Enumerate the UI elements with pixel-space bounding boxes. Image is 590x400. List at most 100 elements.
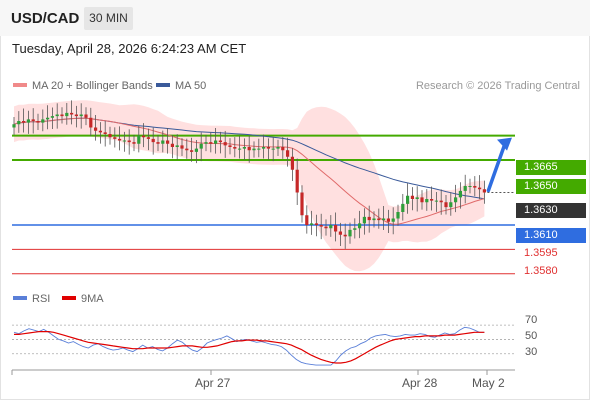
candle-body (482, 189, 486, 193)
candle (209, 132, 213, 153)
candle (262, 134, 266, 159)
legend-item-ma50: MA 50 (156, 80, 206, 92)
candle (478, 175, 482, 200)
candle (353, 218, 357, 239)
candle (180, 138, 184, 156)
candle (55, 103, 59, 129)
candle-body (238, 148, 242, 150)
candle (372, 211, 376, 228)
candle (161, 130, 165, 153)
candle (228, 138, 232, 155)
candle (286, 137, 290, 167)
candle (185, 138, 189, 159)
candle-body (401, 203, 405, 212)
candle-body (142, 135, 146, 138)
rsi-ma-legend-swatch (62, 296, 76, 301)
candle (17, 111, 21, 133)
candle (46, 105, 50, 130)
level-label-pivot: 1.3610 (516, 228, 586, 243)
candle-body (463, 186, 467, 191)
candle (266, 138, 270, 160)
candle (290, 148, 294, 181)
candle (334, 212, 338, 242)
x-label-apr28: Apr 28 (402, 376, 438, 390)
candle (362, 208, 366, 235)
candle-body (146, 137, 150, 139)
candle-body (252, 148, 256, 151)
candle-body (396, 212, 400, 219)
candle-body (103, 132, 107, 134)
candle (36, 113, 40, 130)
candle-body (132, 142, 136, 144)
candle (108, 126, 112, 145)
candle-body (348, 229, 352, 237)
candle-body (266, 147, 270, 149)
candle-body (65, 112, 69, 117)
rsi-legend-label: RSI (32, 293, 51, 305)
candle-body (41, 119, 45, 123)
candle (257, 138, 261, 158)
candle (382, 205, 386, 231)
candle (434, 192, 438, 212)
candle-body (334, 225, 338, 232)
candle-body (118, 138, 122, 141)
candle-body (367, 216, 371, 221)
candle (142, 123, 146, 148)
candle-body (391, 218, 395, 222)
candle-body (55, 114, 59, 117)
candle (247, 135, 251, 163)
candle-body (478, 187, 482, 190)
candle (132, 134, 136, 152)
candle-body (262, 147, 266, 149)
timeframe-badge[interactable]: 30 MIN (84, 7, 133, 30)
candle (103, 121, 107, 147)
candle (295, 158, 299, 206)
candle-body (74, 114, 78, 117)
candle (482, 180, 486, 204)
candle (468, 178, 472, 194)
candle (156, 134, 160, 152)
legend-item-ma20: MA 20 + Bollinger Bands (13, 80, 153, 92)
candle (406, 183, 410, 214)
candle (218, 131, 222, 154)
candle-body (151, 138, 155, 143)
candle-body (60, 114, 64, 117)
candle (300, 185, 304, 223)
candle-body (329, 225, 333, 229)
candle-body (180, 145, 184, 149)
candle-body (324, 226, 328, 229)
candle (348, 222, 352, 244)
candle (252, 141, 256, 158)
candle-body (444, 202, 448, 208)
candle (439, 189, 443, 215)
candle (223, 130, 227, 158)
candle (463, 174, 467, 204)
copyright-text: Research © 2026 Trading Central (415, 80, 580, 92)
level-label-current: 1.3630 (516, 203, 586, 218)
rsi-tick-50: 50 (525, 330, 538, 342)
candle-body (281, 147, 285, 151)
time-axis-layer (11, 369, 515, 375)
candle (343, 223, 347, 249)
candle-body (185, 148, 189, 151)
candle (425, 189, 429, 211)
candle (50, 107, 54, 129)
chart-header: USD/CAD 30 MIN (0, 0, 590, 36)
candle-body (242, 147, 246, 149)
candle (242, 138, 246, 160)
candle (31, 108, 35, 134)
candle (396, 204, 400, 226)
candle (170, 135, 174, 159)
candle-body (468, 186, 472, 187)
candle (420, 190, 424, 210)
candle-body (295, 169, 299, 193)
legend-label-ma50: MA 50 (175, 80, 207, 92)
rsi-line (13, 326, 485, 366)
rsi-tick-70: 70 (525, 314, 538, 326)
candle-body (286, 150, 290, 157)
candle-body (223, 142, 227, 146)
candle (415, 186, 419, 212)
candle-body (161, 140, 165, 144)
bollinger-band (14, 100, 485, 272)
candle-body (170, 143, 174, 147)
